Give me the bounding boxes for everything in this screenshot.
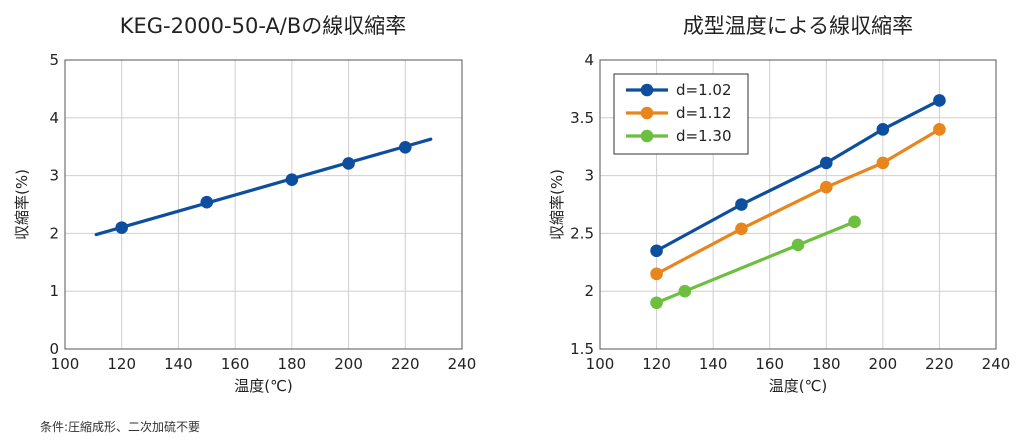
x-tick-label: 220 (925, 355, 954, 373)
y-axis-label: 収縮率(%) (548, 169, 566, 240)
x-tick-label: 180 (278, 355, 307, 373)
legend-label: d=1.12 (676, 104, 732, 122)
data-point (115, 221, 129, 234)
x-tick-label: 180 (812, 355, 841, 373)
x-tick-label: 200 (869, 355, 898, 373)
series-line (94, 137, 433, 237)
data-point (678, 284, 692, 298)
data-point (848, 215, 861, 229)
series-line (654, 220, 857, 305)
x-tick-label: 220 (391, 355, 420, 373)
y-tick-label: 0 (49, 340, 59, 358)
data-point (819, 156, 833, 170)
x-tick-label: 120 (642, 355, 671, 373)
x-axis-label: 温度(℃) (769, 377, 828, 395)
y-tick-label: 2 (49, 224, 59, 242)
y-tick-label: 1 (49, 282, 59, 300)
data-point (650, 267, 663, 281)
legend-marker (640, 106, 654, 120)
y-tick-label: 3 (49, 167, 59, 185)
x-tick-label: 100 (51, 355, 80, 373)
x-axis-label: 温度(℃) (234, 377, 293, 395)
data-point (735, 198, 748, 211)
plot-frame (599, 59, 997, 350)
data-point (933, 123, 946, 136)
series-3 (650, 215, 861, 310)
data-point (650, 296, 663, 310)
legend-marker (640, 129, 654, 143)
data-point (933, 94, 946, 107)
chart-title: 成型温度による線収縮率 (683, 14, 913, 38)
chart-title: KEG-2000-50-A/Bの線収縮率 (120, 14, 407, 38)
data-point (398, 140, 412, 154)
data-point (819, 180, 833, 194)
y-tick-label: 4 (49, 109, 59, 127)
chart-2: 成型温度による線収縮率 100 120 140 160 180 200 220 240 1.5 2 2… (548, 14, 1010, 395)
legend-marker (640, 83, 654, 97)
y-tick-label: 1.5 (570, 340, 594, 358)
data-point (876, 123, 890, 136)
x-tick-label: 160 (755, 355, 784, 373)
x-tick-label: 100 (586, 355, 615, 373)
y-tick-label: 2.5 (570, 224, 594, 242)
y-tick-label: 4 (584, 51, 594, 69)
x-tick-label: 140 (164, 355, 193, 373)
x-tick-label: 160 (221, 355, 250, 373)
data-point (200, 195, 214, 209)
data-point (791, 238, 805, 252)
y-tick-label: 5 (49, 51, 59, 69)
legend-label: d=1.30 (676, 127, 732, 145)
data-point (285, 173, 299, 186)
legend-label: d=1.02 (676, 81, 732, 99)
y-tick-label: 3 (584, 167, 594, 185)
y-tick-label: 3.5 (570, 109, 594, 127)
data-point (735, 222, 748, 236)
y-axis-label: 収縮率(%) (13, 169, 31, 240)
footnote: 条件:圧縮成形、二次加硫不要 (40, 419, 200, 434)
x-tick-label: 120 (107, 355, 136, 373)
data-point (650, 244, 663, 258)
x-tick-label: 240 (448, 355, 477, 373)
data-point (876, 156, 890, 170)
data-point (342, 157, 355, 170)
x-tick-label: 240 (982, 355, 1011, 373)
y-tick-label: 2 (584, 282, 594, 300)
x-tick-label: 140 (699, 355, 728, 373)
series-2 (650, 123, 946, 281)
plot-frame (64, 59, 463, 350)
series-1 (94, 137, 433, 237)
legend: d=1.02 d=1.12 d=1.30 (613, 73, 749, 155)
series-1 (650, 94, 946, 258)
x-tick-label: 200 (334, 355, 363, 373)
